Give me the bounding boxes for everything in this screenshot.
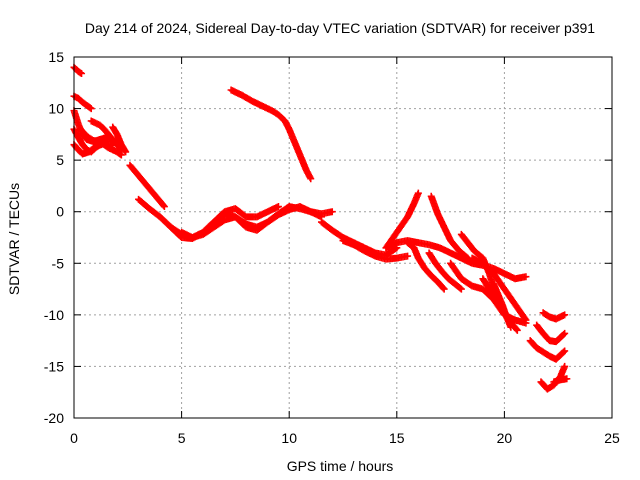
data-point (512, 325, 520, 333)
data-point (522, 273, 530, 281)
series-arc-8 (109, 123, 130, 156)
data-point (122, 148, 130, 156)
series-arc-30 (550, 375, 571, 386)
y-tick-label: -5 (52, 255, 65, 271)
series-arc-23 (468, 254, 530, 324)
y-tick-label: 15 (48, 49, 64, 65)
series-arc-16 (382, 189, 422, 252)
y-tick-label: 5 (56, 152, 64, 168)
data-point (117, 151, 125, 159)
data-point (561, 362, 569, 370)
series-arc-18 (404, 239, 448, 293)
series-arc-12 (167, 203, 282, 241)
series-arc-2 (70, 92, 95, 113)
series-arc-9 (126, 161, 168, 211)
x-tick-label: 0 (70, 430, 78, 446)
data-point (513, 326, 521, 334)
y-tick-label: -20 (44, 410, 64, 426)
series-arc-25 (490, 280, 515, 331)
y-tick-label: -10 (44, 307, 64, 323)
y-tick-label: -15 (44, 358, 64, 374)
y-tick-label: 0 (56, 204, 64, 220)
data-point (159, 201, 167, 209)
series-arc-15 (339, 237, 412, 263)
data-point (78, 70, 86, 78)
series-arc-28 (526, 337, 569, 363)
data-point (561, 347, 569, 355)
series-arc-11 (178, 203, 325, 241)
plot-frame (73, 56, 613, 419)
x-tick-label: 20 (497, 430, 513, 446)
chart-title: Day 214 of 2024, Sidereal Day-to-day VTE… (85, 20, 595, 36)
data-point (456, 284, 464, 292)
x-tick-label: 15 (389, 430, 405, 446)
series-arc-20 (427, 192, 472, 262)
data-point (463, 253, 471, 261)
data-point (507, 323, 515, 331)
data-point (414, 189, 422, 197)
data-points (70, 63, 571, 393)
axis-ticks: 0 5 10 15 20 25 -20 -15 -10 -5 0 5 10 15 (44, 49, 620, 446)
y-axis-label: SDTVAR / TECUs (6, 183, 22, 295)
data-point (563, 375, 571, 383)
x-axis-label: GPS time / hours (287, 458, 394, 474)
y-tick-label: 10 (48, 101, 64, 117)
data-point (440, 285, 448, 293)
data-point (521, 315, 529, 323)
series-arc-27 (533, 321, 569, 346)
data-point (307, 175, 315, 183)
x-tick-label: 5 (178, 430, 186, 446)
data-point (87, 105, 95, 113)
data-point (560, 348, 568, 356)
data-point (560, 330, 568, 338)
series-arc-7 (87, 117, 121, 149)
series-arc-13 (227, 86, 315, 183)
x-tick-label: 25 (604, 430, 620, 446)
data-point (457, 285, 465, 293)
data-point (522, 316, 530, 324)
data-point (561, 311, 569, 319)
data-point (274, 203, 282, 211)
data-point (404, 252, 412, 260)
data-point (328, 208, 336, 216)
data-point (439, 284, 447, 292)
series-arc-19 (425, 249, 465, 293)
series-arc-26 (539, 309, 569, 323)
series-arc-6 (76, 125, 125, 159)
data-point (561, 329, 569, 337)
x-tick-label: 10 (281, 430, 297, 446)
data-point (160, 203, 168, 211)
